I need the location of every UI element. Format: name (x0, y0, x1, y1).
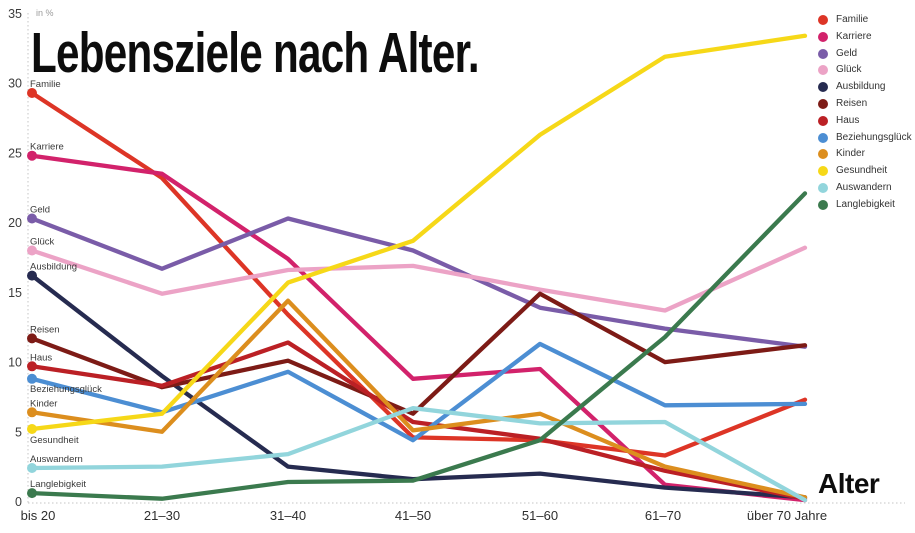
y-tick-label: 15 (8, 286, 22, 300)
legend-label: Familie (836, 14, 869, 26)
line-label-Karriere: Karriere (30, 142, 64, 153)
legend-item-Karriere: Karriere (818, 30, 912, 42)
legend-color-dot (818, 166, 828, 177)
legend-color-dot (818, 99, 828, 109)
line-start-dot-Auswandern (27, 463, 37, 473)
line-Glück (29, 245, 808, 313)
line-start-dot-Reisen (27, 333, 37, 344)
line-start-dot-Langlebigkeit (27, 488, 37, 499)
y-tick-label: 10 (8, 356, 22, 370)
line-start-dot-Karriere (27, 150, 37, 161)
line-label-Kinder: Kinder (30, 398, 57, 409)
line-start-dot-Geld (27, 213, 37, 224)
y-tick-label: 20 (8, 216, 22, 230)
y-tick-label: 30 (8, 77, 22, 91)
line-label-Auswandern: Auswandern (30, 454, 83, 465)
chart-title: Lebensziele nach Alter. (31, 21, 480, 85)
line-Familie (29, 90, 808, 458)
legend-item-Kinder: Kinder (818, 148, 912, 160)
x-axis-title: Alter (818, 468, 880, 499)
legend-color-dot (818, 182, 828, 193)
line-Geld (29, 216, 808, 349)
legend-color-dot (818, 31, 828, 42)
line-start-dot-Kinder (27, 407, 37, 418)
legend-color-dot (818, 82, 828, 93)
x-tick-label: 21–30 (144, 508, 180, 523)
legend-item-Langlebigkeit: Langlebigkeit (818, 198, 912, 210)
legend-color-dot (818, 65, 828, 76)
legend-item-Auswandern: Auswandern (818, 181, 912, 193)
x-tick-label: 61–70 (645, 508, 681, 523)
legend-label: Ausbildung (836, 81, 886, 93)
y-tick-label: 5 (15, 425, 22, 439)
x-tick-label: bis 20 (21, 508, 56, 523)
line-Kinder (29, 298, 808, 500)
line-label-Glück: Glück (30, 237, 55, 248)
legend-label: Kinder (836, 148, 865, 160)
legend-label: Geld (836, 47, 858, 59)
line-start-dot-Beziehungsglück (27, 373, 37, 384)
legend-label: Reisen (836, 98, 868, 109)
legend: Familie Karriere Geld Glück Ausbildung Reisen… (818, 15, 912, 210)
line-label-Beziehungsglück: Beziehungsglück (30, 384, 102, 395)
legend-item-Haus: Haus (818, 114, 912, 126)
legend-color-dot (818, 149, 828, 160)
y-axis-unit-label: in % (36, 8, 54, 18)
legend-item-Geld: Geld (818, 47, 912, 59)
x-tick-label: 41–50 (395, 508, 431, 523)
legend-color-dot (818, 15, 828, 26)
legend-color-dot (818, 132, 828, 143)
line-Haus (29, 340, 808, 501)
legend-item-Reisen: Reisen (818, 99, 912, 109)
line-start-dot-Haus (27, 361, 37, 372)
line-Auswandern (29, 405, 808, 503)
line-label-Gesundheit: Gesundheit (30, 435, 79, 446)
x-tick-label: über 70 Jahre (747, 508, 827, 523)
y-tick-label: 0 (15, 495, 22, 509)
legend-label: Langlebigkeit (836, 198, 895, 210)
legend-label: Glück (836, 64, 862, 76)
legend-item-Ausbildung: Ausbildung (818, 81, 912, 93)
line-label-Haus: Haus (30, 352, 52, 363)
legend-label: Beziehungsglück (836, 131, 912, 143)
y-tick-label: 25 (8, 146, 22, 160)
line-label-Langlebigkeit: Langlebigkeit (30, 479, 86, 490)
legend-label: Haus (836, 114, 860, 126)
line-start-dot-Ausbildung (27, 270, 37, 281)
legend-label: Auswandern (836, 181, 892, 193)
legend-label: Karriere (836, 30, 872, 42)
legend-color-dot (818, 48, 828, 59)
line-Ausbildung (29, 273, 808, 500)
x-tick-label: 51–60 (522, 508, 558, 523)
legend-item-Gesundheit: Gesundheit (818, 165, 912, 177)
line-start-dot-Glück (27, 245, 37, 256)
line-start-dot-Gesundheit (27, 424, 37, 434)
legend-item-Beziehungsglück: Beziehungsglück (818, 131, 912, 143)
line-label-Geld: Geld (30, 205, 50, 216)
line-Langlebigkeit (29, 191, 808, 501)
x-tick-label: 31–40 (270, 508, 306, 523)
line-label-Reisen: Reisen (30, 324, 60, 335)
y-tick-label: 35 (8, 7, 22, 21)
legend-item-Familie: Familie (818, 14, 912, 26)
line-Gesundheit (29, 33, 808, 432)
line-start-dot-Familie (27, 88, 37, 98)
legend-item-Glück: Glück (818, 64, 912, 76)
line-label-Familie: Familie (30, 79, 61, 90)
legend-color-dot (818, 115, 828, 126)
legend-color-dot (818, 199, 828, 210)
legend-label: Gesundheit (836, 165, 888, 177)
line-Karriere (29, 153, 808, 503)
line-label-Ausbildung: Ausbildung (30, 262, 77, 273)
